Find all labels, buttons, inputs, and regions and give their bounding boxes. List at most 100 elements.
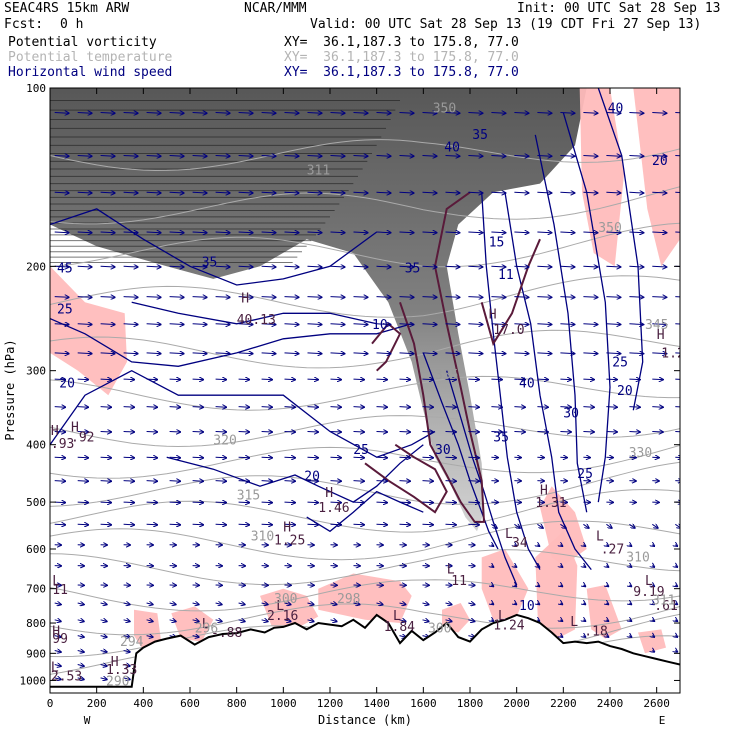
x-tick-label: 2200 bbox=[550, 697, 577, 710]
wind-vector bbox=[629, 524, 634, 528]
wind-vector bbox=[560, 620, 562, 621]
wind-vector bbox=[445, 620, 452, 622]
wind-vector bbox=[514, 156, 528, 157]
wind-vector bbox=[376, 297, 391, 298]
wind-vector bbox=[330, 603, 337, 605]
wind-vector bbox=[100, 457, 112, 458]
wind-vector bbox=[560, 524, 565, 528]
wind-vector bbox=[675, 191, 680, 194]
wind-vector bbox=[169, 481, 181, 482]
wind-vector bbox=[77, 407, 88, 408]
wind-label: 20 bbox=[59, 376, 75, 391]
wind-vector bbox=[353, 324, 368, 325]
wind-vector bbox=[675, 406, 680, 408]
wind-vector bbox=[215, 156, 230, 157]
wind-vector bbox=[652, 113, 666, 114]
wind-vector bbox=[514, 232, 528, 233]
wind-vector bbox=[399, 432, 411, 433]
wind-vector bbox=[468, 407, 479, 408]
wind-vector bbox=[675, 296, 680, 298]
wind-vector bbox=[238, 481, 250, 482]
wind-vector bbox=[77, 324, 92, 325]
wind-vector bbox=[284, 502, 296, 503]
wind-vector bbox=[353, 232, 368, 233]
wind-vector bbox=[675, 585, 677, 586]
wind-vector bbox=[261, 192, 276, 193]
wind-vector bbox=[629, 432, 639, 433]
wind-vector bbox=[192, 603, 199, 605]
wind-vector bbox=[652, 566, 654, 567]
x-tick-label: 0 bbox=[47, 697, 54, 710]
wind-vector bbox=[537, 585, 539, 586]
wind-vector bbox=[284, 481, 296, 482]
theta-label: 294 bbox=[120, 635, 144, 650]
wind-vector bbox=[284, 379, 296, 380]
wind-vector bbox=[606, 566, 608, 567]
wind-vector bbox=[422, 481, 434, 482]
wind-vector bbox=[491, 566, 493, 567]
wind-vector bbox=[330, 297, 345, 298]
wind-vector bbox=[376, 379, 388, 380]
wind-vector bbox=[284, 457, 296, 458]
pv-label: .93 bbox=[51, 437, 74, 452]
wind-vector bbox=[238, 113, 253, 114]
wind-vector bbox=[353, 524, 365, 525]
x-tick-label: 1000 bbox=[270, 697, 297, 710]
wind-vector bbox=[123, 232, 138, 233]
wind-vector bbox=[606, 232, 620, 233]
pv-label: L bbox=[570, 615, 578, 630]
wind-vector bbox=[491, 379, 502, 380]
wind-vector bbox=[54, 297, 69, 298]
wind-vector bbox=[445, 432, 456, 433]
org-label: NCAR/MMM bbox=[244, 1, 307, 16]
wind-vector bbox=[422, 407, 434, 408]
wind-vector bbox=[54, 113, 69, 114]
wind-vector bbox=[192, 324, 207, 325]
wind-vector bbox=[675, 651, 677, 652]
wind-label: 10 bbox=[372, 318, 388, 333]
wind-vector bbox=[468, 232, 482, 233]
wind-vector bbox=[629, 566, 631, 567]
wind-vector bbox=[445, 297, 460, 298]
wind-vector bbox=[629, 297, 643, 298]
pv-contour-2 bbox=[371, 322, 402, 372]
wind-vector bbox=[238, 603, 245, 605]
wind-vector bbox=[399, 457, 411, 458]
theta-contour-10 bbox=[50, 520, 680, 561]
wind-vector bbox=[399, 620, 406, 622]
wind-vector bbox=[445, 603, 452, 605]
wind-vectors bbox=[54, 113, 680, 680]
pv-label: 1.24 bbox=[493, 618, 524, 633]
theta-label: 350 bbox=[598, 221, 621, 236]
wind-vector bbox=[77, 113, 92, 114]
pv-label: L bbox=[276, 599, 284, 614]
wind-vector bbox=[606, 379, 617, 380]
wind-vector bbox=[606, 620, 608, 621]
wind-vector bbox=[675, 620, 677, 621]
pv-label: 1.46 bbox=[318, 501, 349, 516]
y-tick-label: 300 bbox=[26, 365, 46, 378]
humidity-shading-6 bbox=[535, 531, 578, 642]
wind-vector bbox=[468, 353, 482, 354]
wind-vector bbox=[284, 353, 299, 354]
wind-vector bbox=[399, 297, 414, 298]
wind-vector bbox=[238, 232, 253, 233]
wind-label: 30 bbox=[435, 443, 451, 458]
wind-vector bbox=[284, 266, 299, 267]
wind-vector bbox=[146, 502, 158, 503]
pv-label: 11 bbox=[451, 574, 467, 589]
wind-label: 20 bbox=[304, 470, 320, 485]
wind-label: 15 bbox=[489, 235, 505, 250]
wind-vector bbox=[629, 407, 639, 408]
wind-vector bbox=[560, 297, 574, 298]
wind-vector bbox=[77, 636, 84, 638]
wind-vector bbox=[537, 566, 539, 567]
wind-vector bbox=[606, 524, 611, 528]
wind-vector bbox=[376, 481, 388, 482]
pv-label: L bbox=[52, 574, 60, 589]
x-tick-label: 2000 bbox=[503, 697, 530, 710]
wind-label: 25 bbox=[577, 467, 593, 482]
wind-vector bbox=[675, 231, 680, 233]
wind-vector bbox=[77, 651, 84, 653]
wind-vector bbox=[307, 113, 322, 114]
